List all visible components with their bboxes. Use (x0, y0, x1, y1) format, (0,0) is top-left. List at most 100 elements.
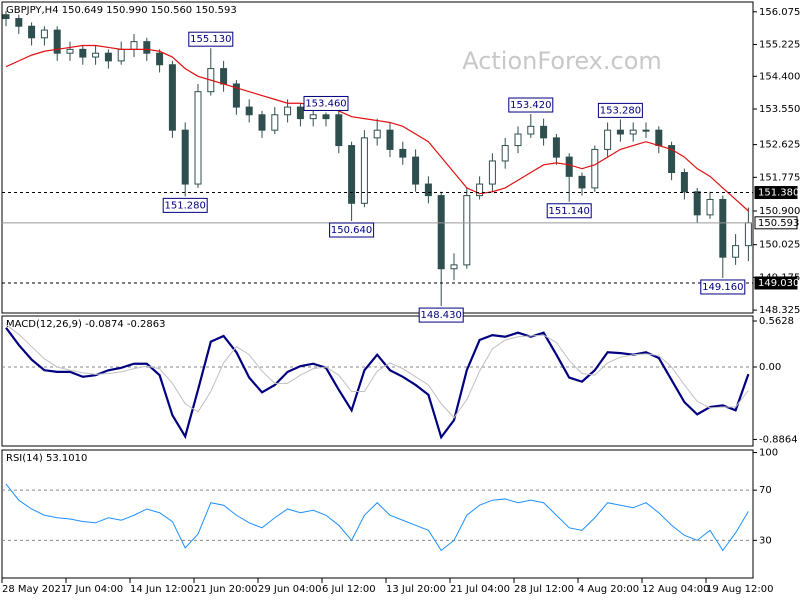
candle-body (232, 83, 240, 108)
level-label-box (754, 276, 798, 290)
y-tick-label: 151.775 (759, 172, 800, 183)
annotation-label: 153.280 (600, 105, 641, 116)
x-tick-label: 28 Jul 12:00 (514, 584, 574, 595)
y-tick-label: 154.400 (759, 71, 800, 82)
price-title: GBPJPY,H4 150.649 150.990 150.560 150.59… (6, 5, 237, 16)
candle-body (322, 114, 330, 120)
x-tick-label: 7 Jun 04:00 (66, 584, 123, 595)
candle-body (258, 114, 266, 131)
candle-body (540, 125, 548, 139)
y-tick-label: 0.00 (759, 362, 781, 373)
annotation-label: 153.420 (510, 100, 551, 111)
macd-panel (1, 315, 754, 447)
x-tick-label: 28 May 2021 (2, 584, 67, 595)
candle-body (15, 18, 23, 27)
x-tick-label: 6 Jul 12:00 (322, 584, 376, 595)
candle-body (66, 48, 74, 54)
candle-body (296, 106, 304, 120)
candle-body (514, 133, 522, 147)
indicator-line (5, 324, 749, 419)
candle-body (655, 129, 663, 147)
candle-body (156, 52, 164, 66)
annotation-label: 155.130 (190, 34, 231, 45)
candle-body (399, 148, 407, 158)
x-tick-label: 21 Jul 04:00 (450, 584, 510, 595)
indicator-line (5, 483, 749, 552)
candle-body (578, 175, 586, 189)
candle-body (348, 145, 356, 204)
level-label: 151.380 (758, 188, 799, 199)
level-label-box (754, 216, 798, 230)
candle-body (642, 129, 650, 132)
x-tick-label: 14 Jun 12:00 (130, 584, 194, 595)
x-tick-label: 19 Aug 12:00 (706, 584, 773, 595)
candle-body (220, 68, 228, 85)
candle-body (668, 145, 676, 174)
candle-body (424, 183, 432, 197)
y-tick-label: 156.075 (759, 7, 800, 18)
candle-body (552, 137, 560, 158)
candle-body (680, 172, 688, 193)
annotation-label: 151.280 (165, 200, 206, 211)
y-tick-label: 30 (759, 535, 772, 546)
price-panel (1, 1, 754, 314)
x-tick-label: 29 Jun 04:00 (258, 584, 322, 595)
candle-body (360, 137, 368, 204)
moving-average (5, 44, 749, 212)
y-tick-label: 155.225 (759, 40, 800, 51)
y-tick-label: 150.025 (759, 240, 800, 251)
candle-body (130, 41, 138, 50)
indicator-line (5, 327, 750, 440)
y-tick-label: 0.5628 (759, 316, 794, 327)
candle-body (117, 48, 125, 62)
candle-body (79, 48, 87, 58)
y-tick-label: 100 (759, 448, 778, 459)
y-tick-label: 152.625 (759, 140, 800, 151)
candle-body (693, 191, 701, 216)
candle-body (591, 148, 599, 189)
candle-body (28, 25, 36, 39)
candle-body (2, 14, 10, 20)
candle-body (604, 129, 612, 150)
x-tick-label: 12 Aug 04:00 (642, 584, 709, 595)
candle-body (450, 264, 458, 270)
annotation-box (303, 95, 349, 111)
annotation-box (162, 197, 208, 213)
level-label: 149.030 (758, 278, 799, 289)
candle-body (488, 160, 496, 185)
candle-body (527, 125, 535, 135)
y-tick-label: 153.550 (759, 104, 800, 115)
macd-title: MACD(12,26,9) -0.0874 -0.2863 (6, 319, 166, 330)
candle-body (309, 114, 317, 120)
annotation-box (597, 102, 643, 118)
x-tick-label: 13 Jul 20:00 (386, 584, 446, 595)
candle-body (501, 145, 509, 162)
annotation-box (508, 97, 554, 113)
candle-body (168, 64, 176, 131)
candle-body (92, 52, 100, 58)
y-tick-label: 70 (759, 485, 772, 496)
candle-body (271, 114, 279, 131)
candle-body (412, 156, 420, 185)
candle-body (744, 222, 752, 247)
annotation-label: 150.640 (331, 225, 372, 236)
annotation-box (546, 203, 592, 219)
rsi-title: RSI(14) 53.1010 (6, 453, 87, 464)
level-label: 150.593 (758, 218, 799, 229)
annotation-label: 148.430 (421, 310, 462, 321)
y-tick-label: 150.900 (759, 206, 800, 217)
candle-body (53, 29, 61, 54)
candle-body (245, 106, 253, 116)
candle-body (616, 129, 624, 135)
x-tick-label: 21 Jun 20:00 (194, 584, 258, 595)
annotation-label: 151.140 (549, 206, 590, 217)
candle-body (732, 245, 740, 258)
annotation-box (700, 279, 746, 295)
level-label-box (754, 186, 798, 200)
annotation-box (188, 31, 234, 47)
candle-body (706, 198, 714, 216)
annotation-box (418, 307, 464, 323)
candle-body (565, 156, 573, 177)
